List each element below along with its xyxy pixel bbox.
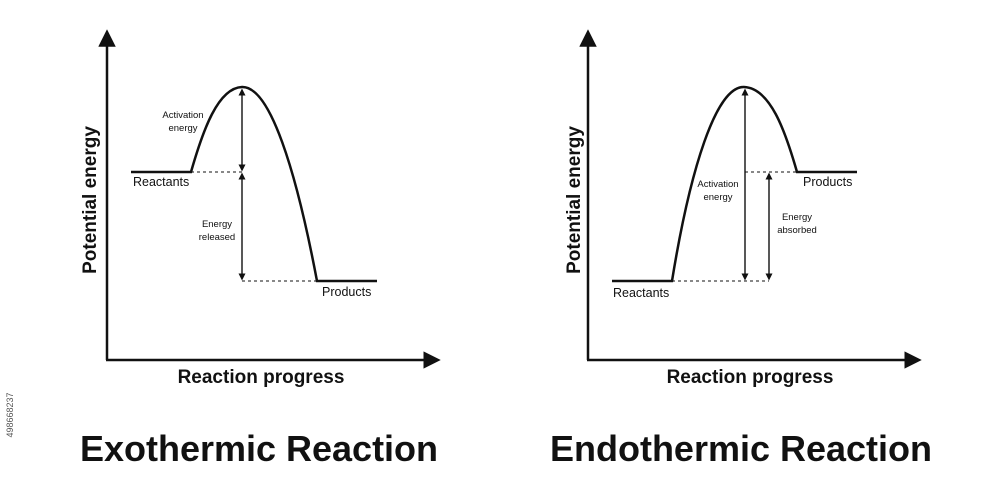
exo-x-axis-label: Reaction progress xyxy=(178,367,345,388)
exo-activation-label-2: energy xyxy=(168,123,197,134)
exo-title: Exothermic Reaction xyxy=(80,428,438,469)
endo-delta-label-1: Energy xyxy=(782,212,812,223)
endothermic-diagram: Activation energy Energy absorbed Reacta… xyxy=(550,29,932,469)
exo-products-label: Products xyxy=(322,285,371,299)
exothermic-diagram: Activation energy Energy released Reacta… xyxy=(80,29,441,469)
stock-id-label: 498668237 xyxy=(5,392,15,437)
endo-title: Endothermic Reaction xyxy=(550,428,932,469)
endo-products-label: Products xyxy=(803,175,852,189)
exo-y-axis-label: Potential energy xyxy=(80,126,101,274)
endo-energy-curve xyxy=(612,85,857,283)
endo-reactants-label: Reactants xyxy=(613,286,669,300)
endo-activation-label-2: energy xyxy=(703,192,732,203)
endo-x-axis-label: Reaction progress xyxy=(667,367,834,388)
exo-energy-curve xyxy=(131,85,377,283)
exo-delta-label-2: released xyxy=(199,232,235,243)
exo-reactants-label: Reactants xyxy=(133,175,189,189)
endo-y-axis-label: Potential energy xyxy=(564,126,585,274)
exo-delta-label-1: Energy xyxy=(202,219,232,230)
exo-activation-label-1: Activation xyxy=(162,110,203,121)
endo-activation-label-1: Activation xyxy=(697,179,738,190)
endo-delta-label-2: absorbed xyxy=(777,225,817,236)
